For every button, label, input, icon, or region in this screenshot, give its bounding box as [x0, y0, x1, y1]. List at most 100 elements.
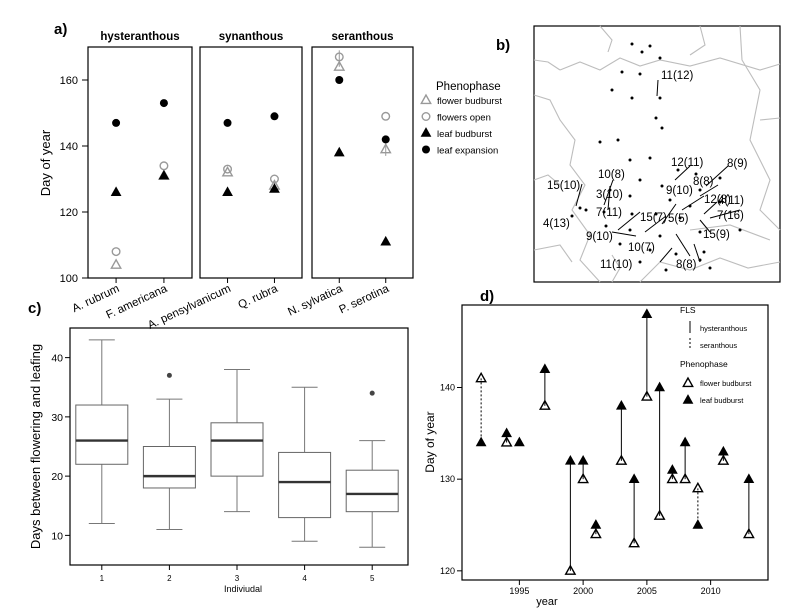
a-ytick-label: 140 [60, 141, 78, 153]
map-site [584, 208, 588, 212]
map-label: 8(8) [676, 259, 697, 271]
map-border [559, 57, 781, 71]
c-box [75, 404, 129, 465]
map-leader [699, 184, 719, 197]
a-point-filled-circle [159, 99, 168, 108]
a-point-open-triangle [110, 258, 122, 269]
map-site [718, 200, 722, 204]
a-legend-marker [420, 93, 432, 105]
a-point-filled-circle [335, 76, 344, 84]
map-leader [661, 203, 677, 225]
a-point-filled-triangle [333, 146, 345, 157]
a-point-open-circle [223, 164, 233, 174]
map-label: 4(11) [718, 195, 744, 207]
map-site [658, 56, 662, 60]
map-label: 11(12) [661, 70, 694, 82]
d-point-leaf-budburst [743, 473, 755, 483]
map-site [620, 70, 624, 74]
a-point-filled-triangle [110, 186, 122, 197]
d-legend-phen-title: Phenophase [680, 359, 728, 369]
panel-a-ylabel: Day of year [38, 129, 53, 196]
d-point-flower-budburst [653, 509, 666, 520]
map-border [639, 257, 781, 283]
a-point-open-circle [269, 174, 279, 184]
a-point-filled-triangle [380, 235, 392, 246]
d-legend-phen-label: leaf budburst [700, 396, 744, 405]
map-site [628, 158, 632, 162]
a-facet-title: synanthous [219, 31, 284, 43]
map-site [610, 88, 614, 92]
map-site [654, 212, 658, 216]
a-ytick-label: 100 [60, 273, 78, 285]
map-site [598, 140, 602, 144]
d-ytick-label: 140 [440, 383, 455, 393]
d-point-flower-budburst [628, 536, 641, 548]
map-leader [703, 201, 718, 215]
d-point-leaf-budburst [717, 445, 729, 456]
map-label: 15(9) [703, 229, 730, 241]
map-site [698, 230, 702, 234]
map-border [533, 244, 573, 263]
a-facet-frame [199, 46, 303, 279]
a-point-filled-triangle [269, 183, 280, 193]
a-point-open-circle [159, 161, 169, 171]
map-label: 10(8) [598, 169, 625, 181]
d-point-leaf-budburst [539, 363, 551, 373]
a-facet-frame [311, 46, 414, 279]
d-point-leaf-budburst [513, 436, 525, 447]
d-legend-marker [682, 394, 694, 404]
map-site [664, 268, 668, 272]
map-site [676, 168, 680, 172]
a-legend-label: flower budburst [437, 96, 502, 107]
d-legend-fls-title: FLS [680, 305, 696, 315]
d-xtick-label: 2000 [573, 586, 593, 596]
map-leader [644, 215, 667, 233]
map-label: 7(16) [717, 210, 744, 222]
d-point-leaf-budburst [679, 436, 691, 447]
map-site [648, 156, 652, 160]
c-outlier [166, 372, 172, 378]
map-site [660, 126, 664, 130]
a-species-label: N. sylvatica [286, 283, 345, 319]
map-site [578, 206, 582, 210]
c-ytick-label: 10 [51, 530, 63, 542]
map-leader [659, 247, 673, 263]
a-facet-title: hysteranthous [100, 31, 179, 43]
a-species-label: Q. rubra [236, 283, 280, 312]
d-point-flower-budburst [717, 454, 730, 465]
map-label: 8(9) [727, 158, 748, 170]
a-ytick-label: 120 [60, 207, 78, 219]
c-box [345, 469, 399, 513]
map-site [718, 176, 722, 180]
d-point-flower-budburst [640, 390, 653, 401]
map-site [678, 216, 682, 220]
d-ylabel: Day of year [423, 411, 437, 472]
map-label: 9(10) [586, 231, 613, 243]
d-point-leaf-budburst [641, 308, 653, 318]
map-site [702, 250, 706, 254]
d-point-leaf-budburst [577, 455, 589, 465]
d-legend-marker [682, 376, 694, 388]
a-legend-marker [421, 111, 431, 121]
map-site [674, 252, 678, 256]
d-point-flower-budburst [577, 472, 590, 484]
map-leader [681, 195, 705, 211]
d-point-flower-budburst [564, 564, 577, 575]
d-point-leaf-budburst [564, 455, 576, 465]
map-site [658, 96, 662, 100]
map-site [630, 96, 634, 100]
map-site [668, 198, 672, 202]
map-site [628, 194, 632, 198]
d-point-leaf-budburst [654, 381, 666, 392]
d-ytick-label: 130 [440, 474, 455, 484]
a-species-label: P. serotina [337, 283, 391, 317]
panel-c-tag: c) [28, 300, 41, 317]
a-point-open-triangle [379, 142, 392, 154]
d-point-flower-budburst [538, 399, 551, 410]
a-facet-title: seranthous [332, 31, 394, 43]
d-point-flower-budburst [679, 472, 692, 484]
c-ytick-label: 30 [51, 412, 63, 424]
map-label: 7(11) [596, 207, 622, 219]
d-xtick-label: 1995 [509, 586, 529, 596]
